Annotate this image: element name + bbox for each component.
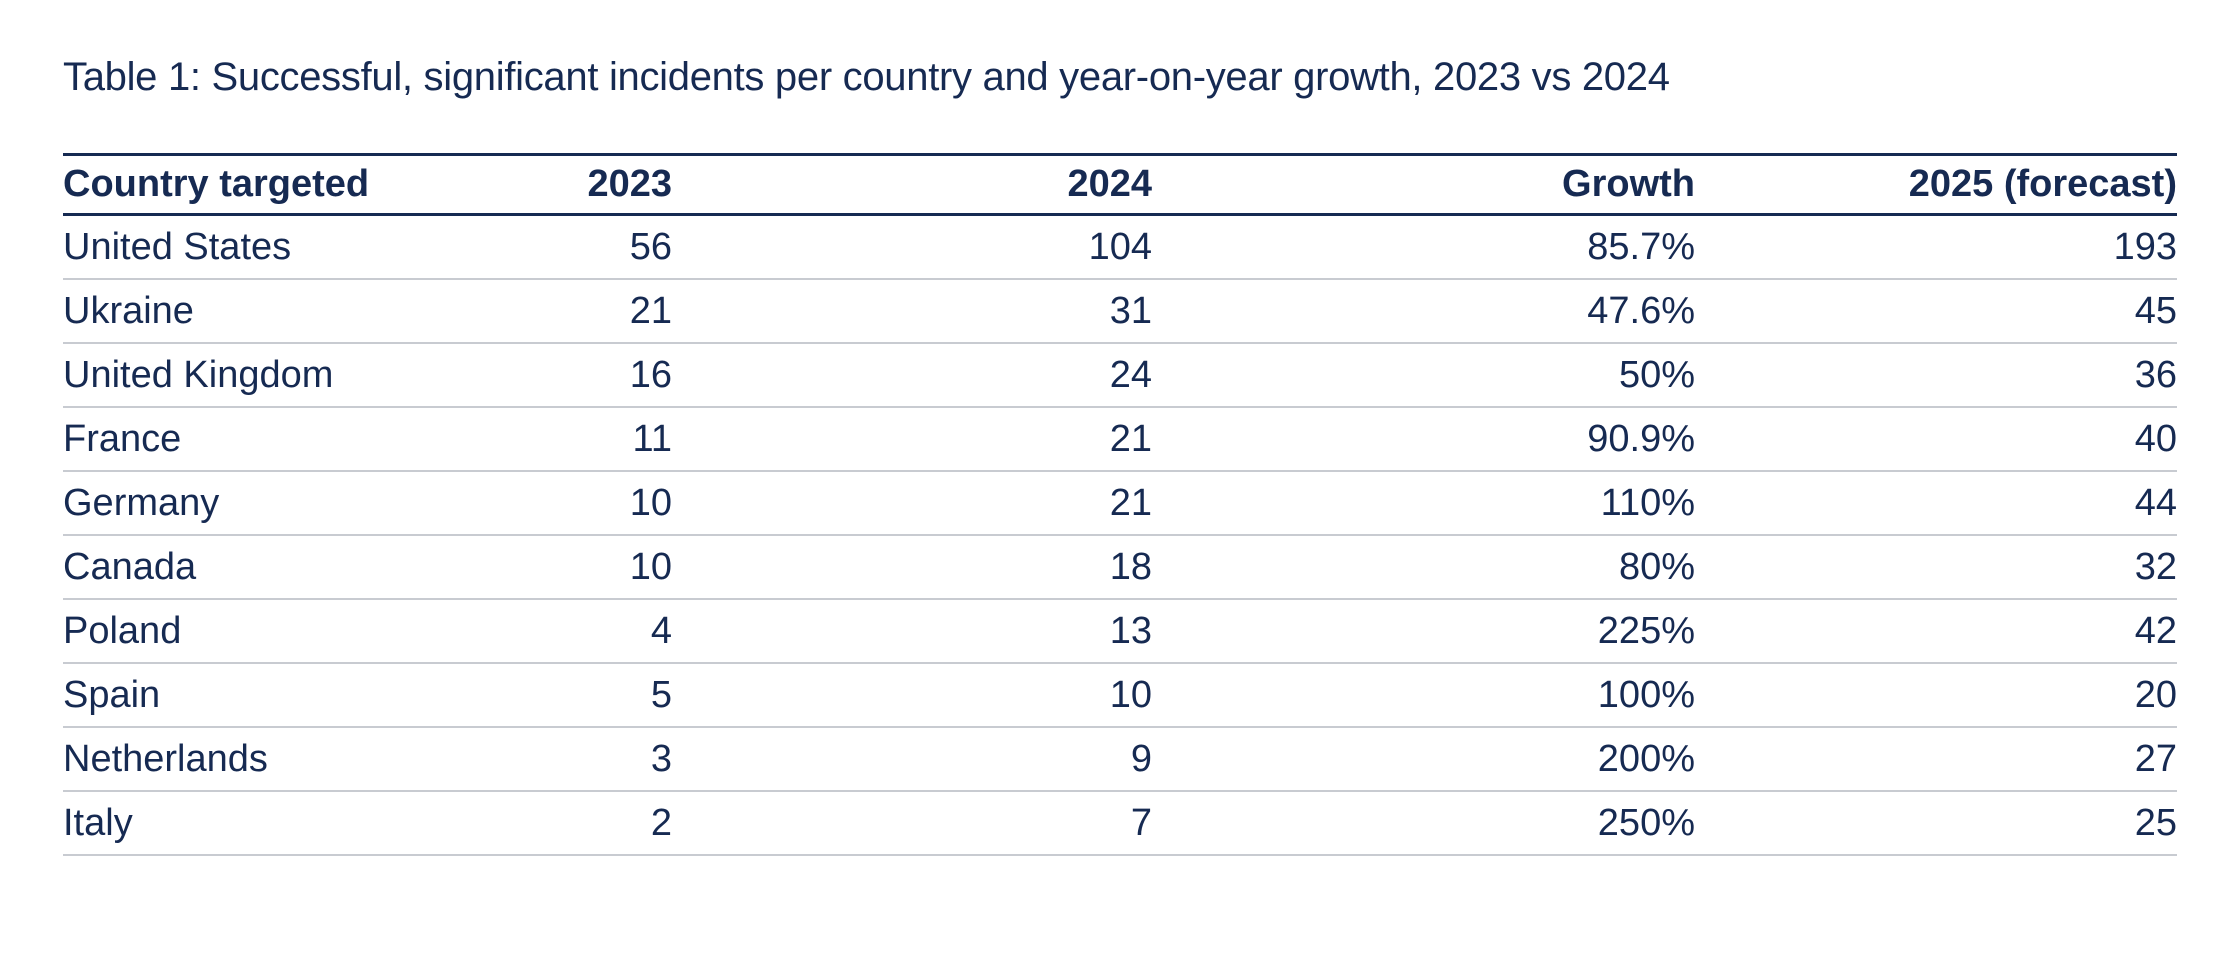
country-cell: Ukraine <box>63 279 363 344</box>
growth-cell: 90.9% <box>1152 407 1695 472</box>
table-row: United Kingdom 16 24 50% 36 <box>63 343 2177 408</box>
column-header-forecast: 2025 (forecast) <box>1695 153 2177 216</box>
growth-cell: 100% <box>1152 663 1695 728</box>
growth-cell: 200% <box>1152 727 1695 792</box>
country-cell: Germany <box>63 471 363 536</box>
forecast-2025-cell: 45 <box>1695 279 2177 344</box>
table-row: Germany 10 21 110% 44 <box>63 471 2177 536</box>
column-header-growth: Growth <box>1152 153 1695 216</box>
country-cell: United States <box>63 214 363 280</box>
value-2023-cell: 16 <box>363 343 672 408</box>
growth-cell: 47.6% <box>1152 279 1695 344</box>
value-2024-cell: 13 <box>672 599 1152 664</box>
value-2023-cell: 56 <box>363 214 672 280</box>
forecast-2025-cell: 25 <box>1695 791 2177 856</box>
growth-cell: 50% <box>1152 343 1695 408</box>
value-2024-cell: 24 <box>672 343 1152 408</box>
value-2024-cell: 21 <box>672 471 1152 536</box>
country-cell: Italy <box>63 791 363 856</box>
country-cell: France <box>63 407 363 472</box>
forecast-2025-cell: 193 <box>1695 214 2177 280</box>
table-row: Netherlands 3 9 200% 27 <box>63 727 2177 792</box>
growth-cell: 225% <box>1152 599 1695 664</box>
value-2024-cell: 31 <box>672 279 1152 344</box>
value-2023-cell: 21 <box>363 279 672 344</box>
value-2024-cell: 7 <box>672 791 1152 856</box>
table-row: Spain 5 10 100% 20 <box>63 663 2177 728</box>
value-2023-cell: 10 <box>363 471 672 536</box>
forecast-2025-cell: 36 <box>1695 343 2177 408</box>
value-2023-cell: 10 <box>363 535 672 600</box>
value-2024-cell: 18 <box>672 535 1152 600</box>
growth-cell: 250% <box>1152 791 1695 856</box>
value-2024-cell: 10 <box>672 663 1152 728</box>
value-2023-cell: 5 <box>363 663 672 728</box>
growth-cell: 110% <box>1152 471 1695 536</box>
value-2023-cell: 4 <box>363 599 672 664</box>
column-header-2023: 2023 <box>363 153 672 216</box>
forecast-2025-cell: 20 <box>1695 663 2177 728</box>
table-row: Ukraine 21 31 47.6% 45 <box>63 279 2177 344</box>
country-cell: Netherlands <box>63 727 363 792</box>
value-2024-cell: 9 <box>672 727 1152 792</box>
table-row: Poland 4 13 225% 42 <box>63 599 2177 664</box>
growth-cell: 80% <box>1152 535 1695 600</box>
value-2024-cell: 104 <box>672 214 1152 280</box>
forecast-2025-cell: 40 <box>1695 407 2177 472</box>
value-2024-cell: 21 <box>672 407 1152 472</box>
value-2023-cell: 11 <box>363 407 672 472</box>
table-caption: Table 1: Successful, significant inciden… <box>63 55 1670 99</box>
table-row: United States 56 104 85.7% 193 <box>63 214 2177 280</box>
column-header-country: Country targeted <box>63 153 369 216</box>
report-page: Table 1: Successful, significant inciden… <box>0 53 2240 856</box>
forecast-2025-cell: 42 <box>1695 599 2177 664</box>
country-cell: Spain <box>63 663 363 728</box>
value-2023-cell: 2 <box>363 791 672 856</box>
table-header: Country targeted 2023 2024 Growth 2025 (… <box>63 153 2177 216</box>
country-cell: United Kingdom <box>63 343 363 408</box>
forecast-2025-cell: 27 <box>1695 727 2177 792</box>
table-row: Italy 2 7 250% 25 <box>63 791 2177 856</box>
header-row: Country targeted 2023 2024 Growth 2025 (… <box>63 153 2177 216</box>
forecast-2025-cell: 44 <box>1695 471 2177 536</box>
table-row: Canada 10 18 80% 32 <box>63 535 2177 600</box>
table-body: United States 56 104 85.7% 193 Ukraine 2… <box>63 214 2177 856</box>
forecast-2025-cell: 32 <box>1695 535 2177 600</box>
country-cell: Canada <box>63 535 363 600</box>
incidents-table: Country targeted 2023 2024 Growth 2025 (… <box>63 153 2177 856</box>
table-row: France 11 21 90.9% 40 <box>63 407 2177 472</box>
country-cell: Poland <box>63 599 363 664</box>
growth-cell: 85.7% <box>1152 214 1695 280</box>
column-header-2024: 2024 <box>672 153 1152 216</box>
value-2023-cell: 3 <box>363 727 672 792</box>
